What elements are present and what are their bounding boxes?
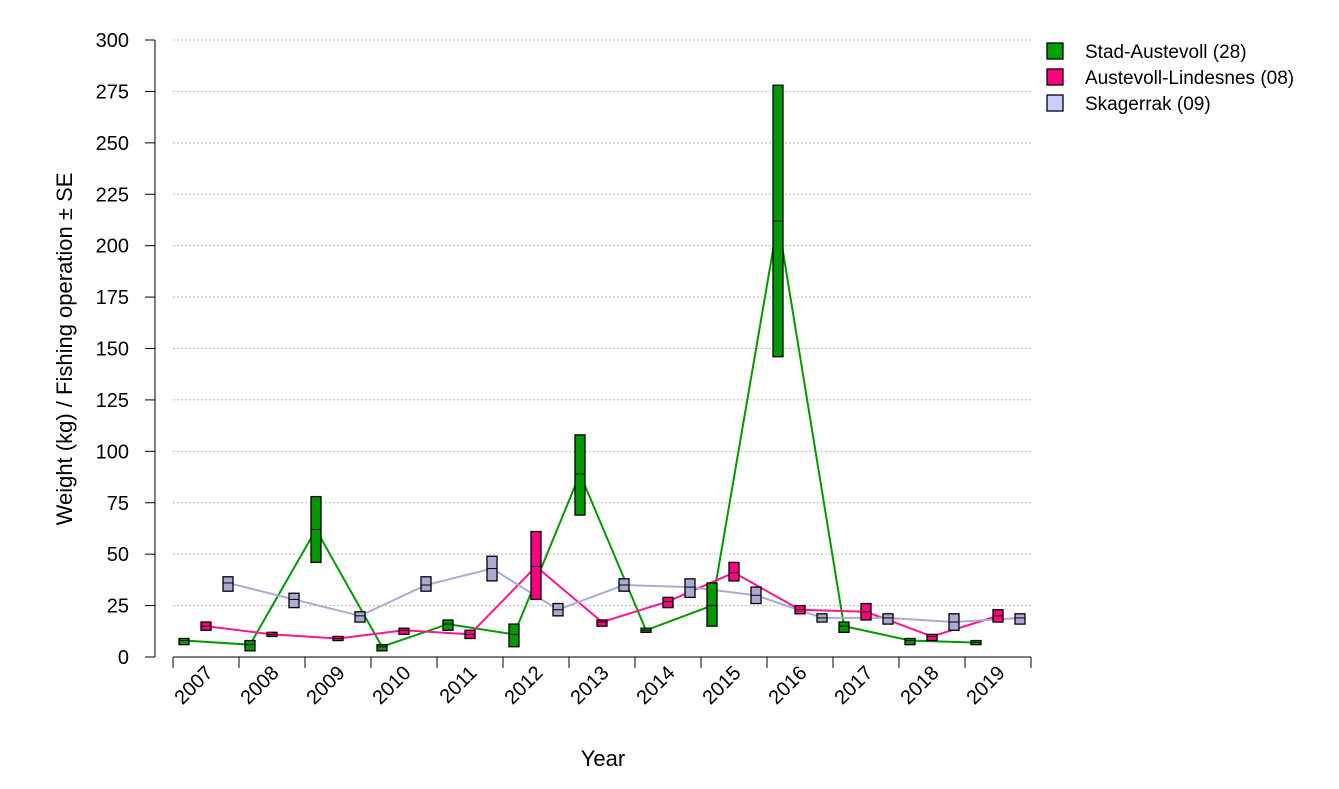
legend-swatch	[1046, 68, 1064, 86]
se-box	[926, 633, 938, 642]
se-box	[178, 637, 190, 646]
se-box	[508, 623, 520, 648]
x-tick-label: 2010	[369, 662, 416, 709]
se-box	[706, 582, 718, 627]
se-box	[882, 613, 894, 625]
se-box	[728, 561, 740, 582]
x-tick-label: 2011	[436, 662, 482, 708]
gridlines	[173, 39, 1031, 607]
y-tick-label: 125	[96, 390, 129, 412]
x-tick-label: 2012	[501, 662, 548, 709]
x-tick-label: 2008	[237, 662, 284, 709]
series-lines	[183, 220, 1021, 648]
se-box	[530, 530, 542, 601]
se-box	[398, 627, 410, 636]
y-tick-label: 0	[118, 647, 129, 669]
x-tick-label: 2015	[699, 662, 746, 709]
se-box	[222, 576, 234, 592]
se-box	[442, 619, 454, 631]
legend-swatch	[1046, 94, 1064, 112]
y-axis-title: Weight (kg) / Fishing operation ± SE	[52, 173, 77, 526]
y-tick-label: 25	[107, 596, 129, 618]
se-box	[354, 611, 366, 623]
x-tick-label: 2009	[303, 662, 350, 709]
se-box	[838, 621, 850, 633]
y-tick-label: 50	[107, 544, 129, 566]
y-tick-label: 75	[107, 493, 129, 515]
series-line-0	[183, 220, 977, 648]
x-axis-title: Year	[581, 746, 625, 771]
se-box	[662, 596, 674, 609]
y-tick-label: 300	[96, 30, 129, 52]
se-box	[1014, 613, 1026, 625]
se-box	[376, 644, 388, 652]
x-tick-label: 2019	[963, 662, 1010, 709]
se-boxes	[178, 84, 1026, 652]
x-tick-label: 2018	[897, 662, 944, 709]
y-tick-label: 100	[96, 441, 129, 463]
legend-swatch	[1046, 42, 1064, 60]
se-box	[420, 576, 432, 592]
series-line-1	[205, 565, 999, 640]
y-tick-label: 250	[96, 133, 129, 155]
se-box	[244, 639, 256, 652]
y-tick-label: 275	[96, 81, 129, 103]
legend-label: Skagerrak (09)	[1085, 94, 1211, 115]
x-tick-label: 2013	[567, 662, 614, 709]
x-tick-label: 2016	[765, 662, 812, 709]
legend-label: Austevoll-Lindesnes (08)	[1085, 68, 1294, 89]
x-tick-label: 2017	[831, 662, 878, 709]
y-tick-label: 175	[96, 287, 129, 309]
y-tick-label: 150	[96, 339, 129, 361]
se-box	[288, 592, 300, 609]
x-tick-label: 2014	[633, 662, 680, 709]
y-tick-label: 200	[96, 236, 129, 258]
legend-label: Stad-Austevoll (28)	[1085, 42, 1247, 63]
se-box	[574, 434, 586, 516]
se-box	[596, 619, 608, 627]
se-box	[904, 637, 916, 646]
x-tick-label: 2007	[171, 662, 218, 709]
legend: Stad-Austevoll (28) Austevoll-Lindesnes (…	[1046, 42, 1294, 115]
se-box	[684, 578, 696, 599]
x-axis: 2007 2008 2009 2010 2011 2012 2013 2014 2015 2016…	[171, 656, 1032, 709]
y-axis: 0 25 50 75 100 125 150 175 200 225 250 275 300	[96, 30, 156, 669]
y-tick-label: 225	[96, 184, 129, 206]
